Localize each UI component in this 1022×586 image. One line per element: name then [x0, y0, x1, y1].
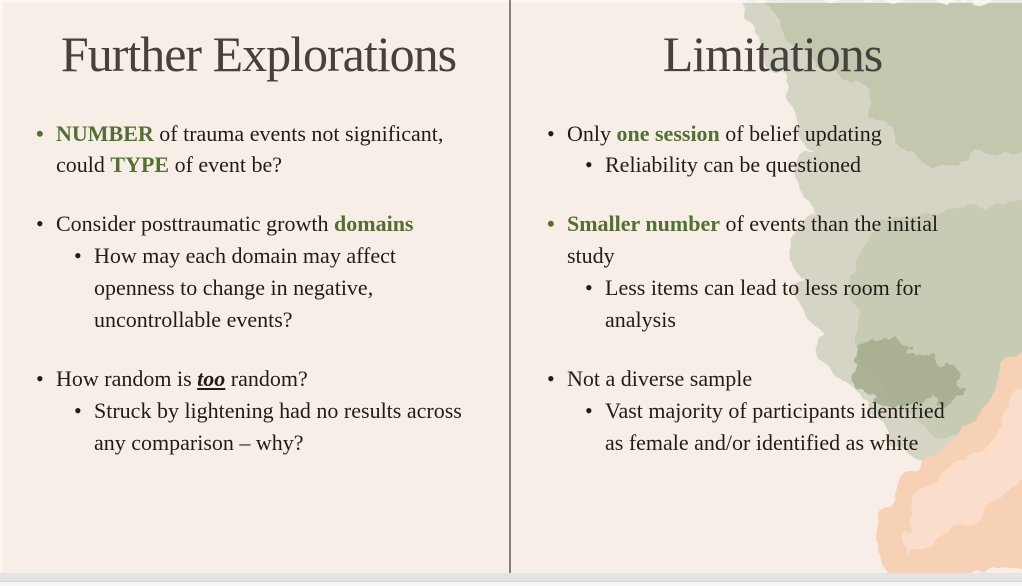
bullet-dot-icon: • [36, 120, 44, 146]
sub-bullet-item: • How may each domain may affect openness… [74, 240, 481, 336]
bullet-dot-icon: • [547, 365, 555, 391]
plain-text: Only [567, 120, 617, 146]
bullet-item: • Not a diverse sample [547, 363, 998, 395]
accent-text: Smaller number [567, 211, 720, 237]
sub-bullet-item: • Vast majority of participants identifie… [585, 395, 998, 459]
sub-bullet-item: • Less items can lead to less room for an… [585, 272, 998, 336]
column-further-explorations: Further Explorations • NUMBER of trauma e… [0, 0, 509, 573]
bullet-group: • NUMBER of trauma events not significant… [36, 118, 481, 182]
bullet-text: Vast majority of participants identified… [605, 395, 967, 459]
emphasized-text: too [197, 365, 226, 391]
accent-text: domains [334, 211, 414, 237]
accent-text: TYPE [110, 152, 170, 178]
plain-text: How random is [56, 365, 198, 391]
sub-bullet-item: • Reliability can be questioned [585, 149, 998, 181]
bullet-group: • Smaller number of events than the initi… [547, 208, 998, 336]
plain-text: Vast majority of participants identified… [605, 397, 945, 455]
bullet-dot-icon: • [36, 211, 44, 237]
bullet-group: • Not a diverse sample • Vast majority of p… [547, 363, 998, 459]
plain-text: Less items can lead to less room for ana… [605, 275, 921, 332]
editor-bottom-strip [0, 573, 1022, 586]
left-column-title: Further Explorations [60, 26, 457, 82]
column-limitations: Limitations • Only one session of belief … [511, 0, 1022, 573]
bullet-text: Reliability can be questioned [605, 149, 861, 181]
bullet-text: How random is too random? [56, 363, 308, 395]
bullet-text: Only one session of belief updating [567, 118, 882, 150]
bullet-dot-icon: • [585, 275, 593, 301]
bullet-group: • How random is too random? • Struck by lig… [36, 363, 481, 459]
plain-text: How may each domain may affect openness … [94, 243, 396, 332]
bullet-item: • NUMBER of trauma events not significant… [36, 118, 481, 182]
plain-text: Struck by lightening had no results acro… [94, 397, 462, 455]
horizontal-scrollbar[interactable] [0, 581, 1022, 586]
bullet-dot-icon: • [74, 397, 82, 423]
plain-text: Not a diverse sample [567, 365, 753, 391]
bullet-text: Smaller number of events than the initia… [567, 208, 991, 272]
bullet-text: How may each domain may affect openness … [94, 240, 481, 336]
bullet-text: Less items can lead to less room for ana… [605, 272, 967, 336]
plain-text: of event be? [169, 152, 283, 178]
bullet-item: • Consider posttraumatic growth domains [36, 208, 481, 240]
bullet-dot-icon: • [585, 152, 593, 178]
bullet-dot-icon: • [547, 120, 555, 146]
column-divider-line [509, 0, 511, 573]
presentation-slide[interactable]: Further Explorations • NUMBER of trauma e… [0, 0, 1022, 573]
plain-text: random? [225, 365, 308, 391]
bullet-text: Struck by lightening had no results acro… [94, 395, 481, 459]
right-column-title: Limitations [662, 26, 884, 82]
plain-text: of trauma events not significant, could [56, 120, 444, 178]
slide-top-edge [0, 0, 1022, 3]
plain-text: Reliability can be questioned [605, 152, 861, 178]
accent-text: NUMBER [56, 120, 154, 146]
bullet-text: Not a diverse sample [567, 363, 752, 395]
slide-left-edge [0, 0, 3, 573]
bullet-group: • Only one session of belief updating • Rel… [547, 118, 998, 182]
bullet-dot-icon: • [36, 365, 44, 391]
bullet-item: • Smaller number of events than the initi… [547, 208, 998, 272]
plain-text: of belief updating [719, 120, 882, 146]
plain-text: of events than the initial study [567, 211, 939, 269]
plain-text: Consider posttraumatic growth [56, 211, 335, 237]
bullet-text: NUMBER of trauma events not significant,… [56, 118, 464, 182]
left-bullet-list: • NUMBER of trauma events not significant… [36, 118, 481, 459]
sub-bullet-item: • Struck by lightening had no results acr… [74, 395, 481, 459]
accent-text: one session [616, 120, 720, 146]
bullet-item: • Only one session of belief updating [547, 118, 998, 150]
bullet-group: • Consider posttraumatic growth domains • H… [36, 208, 481, 336]
bullet-text: Consider posttraumatic growth domains [56, 208, 414, 240]
right-bullet-list: • Only one session of belief updating • Rel… [547, 118, 998, 459]
bullet-dot-icon: • [585, 397, 593, 423]
bullet-dot-icon: • [547, 211, 555, 237]
bullet-dot-icon: • [74, 243, 82, 269]
bullet-item: • How random is too random? [36, 363, 481, 395]
